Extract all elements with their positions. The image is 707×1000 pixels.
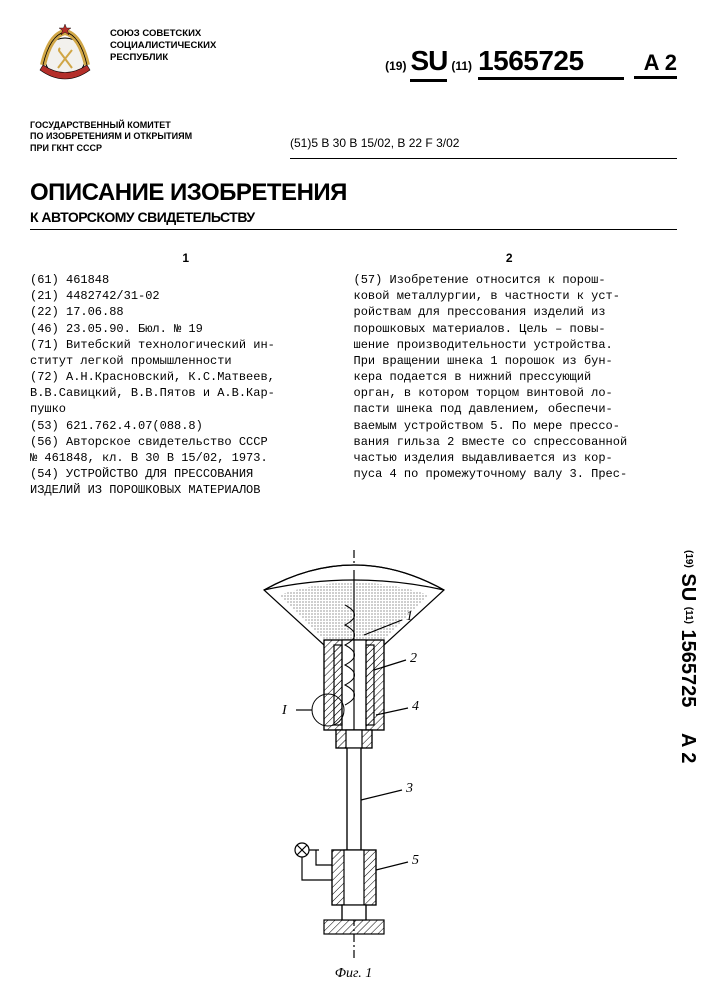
- column-number-2: 2: [354, 250, 666, 266]
- abstract-line: При вращении шнека 1 порошок из бун-: [354, 353, 666, 369]
- ussr-emblem-icon: [30, 20, 100, 90]
- pubnum-country: SU: [410, 45, 447, 82]
- biblio-line: (61) 461848: [30, 272, 342, 288]
- top-bar: СОЮЗ СОВЕТСКИХ СОЦИАЛИСТИЧЕСКИХ РЕСПУБЛИ…: [30, 20, 677, 110]
- side-post: (11): [683, 607, 694, 624]
- biblio-line: В.В.Савицкий, В.В.Пятов и А.В.Кар-: [30, 385, 342, 401]
- biblio-line: (46) 23.05.90. Бюл. № 19: [30, 321, 342, 337]
- biblio-line: (56) Авторское свидетельство СССР: [30, 434, 342, 450]
- callout-2: 2: [410, 651, 417, 666]
- pubnum-prefix: (19): [385, 59, 406, 73]
- biblio-line: (22) 17.06.88: [30, 304, 342, 320]
- abstract-line: ваемым устройством 5. По мере прессо-: [354, 418, 666, 434]
- biblio-line: (71) Витебский технологический ин-: [30, 337, 342, 353]
- callout-4: 4: [412, 699, 419, 714]
- abstract-line: частью изделия выдавливается из кор-: [354, 450, 666, 466]
- abstract-line: пуса 4 по промежуточному валу 3. Прес-: [354, 466, 666, 482]
- abstract-line: порошковых материалов. Цель – повы-: [354, 321, 666, 337]
- side-pre: (19): [683, 550, 694, 568]
- biblio-line: ститут легкой промышленности: [30, 353, 342, 369]
- abstract-line: шение производительности устройства.: [354, 337, 666, 353]
- pubnum-kind: A 2: [634, 50, 677, 79]
- doc-subtitle: К АВТОРСКОМУ СВИДЕТЕЛЬСТВУ: [30, 209, 677, 225]
- side-num: 1565725: [677, 630, 699, 708]
- abstract-line: орган, в котором торцом винтовой ло-: [354, 385, 666, 401]
- column-right: 2 (57) Изобретение относится к порош-ков…: [354, 250, 678, 499]
- biblio-line: № 461848, кл. B 30 B 15/02, 1973.: [30, 450, 342, 466]
- pubnum-sep: (11): [451, 59, 472, 73]
- callout-I: I: [281, 703, 288, 718]
- side-publication-number: (19) SU (11) 1565725 A 2: [676, 550, 699, 763]
- biblio-line: (53) 621.762.4.07(088.8): [30, 418, 342, 434]
- callout-3: 3: [405, 781, 413, 796]
- issuer-label: СОЮЗ СОВЕТСКИХ СОЦИАЛИСТИЧЕСКИХ РЕСПУБЛИ…: [110, 28, 216, 64]
- abstract-line: вания гильза 2 вместе со спрессованной: [354, 434, 666, 450]
- biblio-line: (54) УСТРОЙСТВО ДЛЯ ПРЕССОВАНИЯ: [30, 466, 342, 482]
- heading-block: ОПИСАНИЕ ИЗОБРЕТЕНИЯ К АВТОРСКОМУ СВИДЕТ…: [30, 179, 677, 230]
- figure-1: 1 2 4 3 5 I Фиг. 1: [224, 550, 484, 980]
- body-columns: 1 (61) 461848(21) 4482742/31-02(22) 17.0…: [30, 250, 677, 499]
- biblio-line: ИЗДЕЛИЙ ИЗ ПОРОШКОВЫХ МАТЕРИАЛОВ: [30, 482, 342, 498]
- callout-5: 5: [412, 853, 419, 868]
- side-kind: A 2: [677, 733, 699, 763]
- biblio-block: (61) 461848(21) 4482742/31-02(22) 17.06.…: [30, 272, 342, 499]
- abstract-block: (57) Изобретение относится к порош-ковой…: [354, 272, 666, 482]
- column-number-1: 1: [30, 250, 342, 266]
- abstract-line: пасти шнека под давлением, обеспечи-: [354, 401, 666, 417]
- abstract-line: ройствам для прессования изделий из: [354, 304, 666, 320]
- figure-caption: Фиг. 1: [335, 966, 373, 982]
- side-cc: SU: [677, 573, 699, 601]
- doc-title: ОПИСАНИЕ ИЗОБРЕТЕНИЯ: [30, 179, 677, 207]
- publication-number: (19) SU (11) 1565725 A 2: [385, 45, 677, 82]
- biblio-line: (72) А.Н.Красновский, К.С.Матвеев,: [30, 369, 342, 385]
- biblio-line: пушко: [30, 401, 342, 417]
- callout-1: 1: [406, 609, 413, 624]
- abstract-line: ковой металлургии, в частности к уст-: [354, 288, 666, 304]
- column-left: 1 (61) 461848(21) 4482742/31-02(22) 17.0…: [30, 250, 354, 499]
- patent-page: СОЮЗ СОВЕТСКИХ СОЦИАЛИСТИЧЕСКИХ РЕСПУБЛИ…: [0, 0, 707, 1000]
- ipc-line: (51)5 B 30 B 15/02, B 22 F 3/02: [290, 136, 677, 159]
- abstract-line: (57) Изобретение относится к порош-: [354, 272, 666, 288]
- abstract-line: кера подается в нижний прессующий: [354, 369, 666, 385]
- biblio-line: (21) 4482742/31-02: [30, 288, 342, 304]
- pubnum-number: 1565725: [478, 45, 624, 80]
